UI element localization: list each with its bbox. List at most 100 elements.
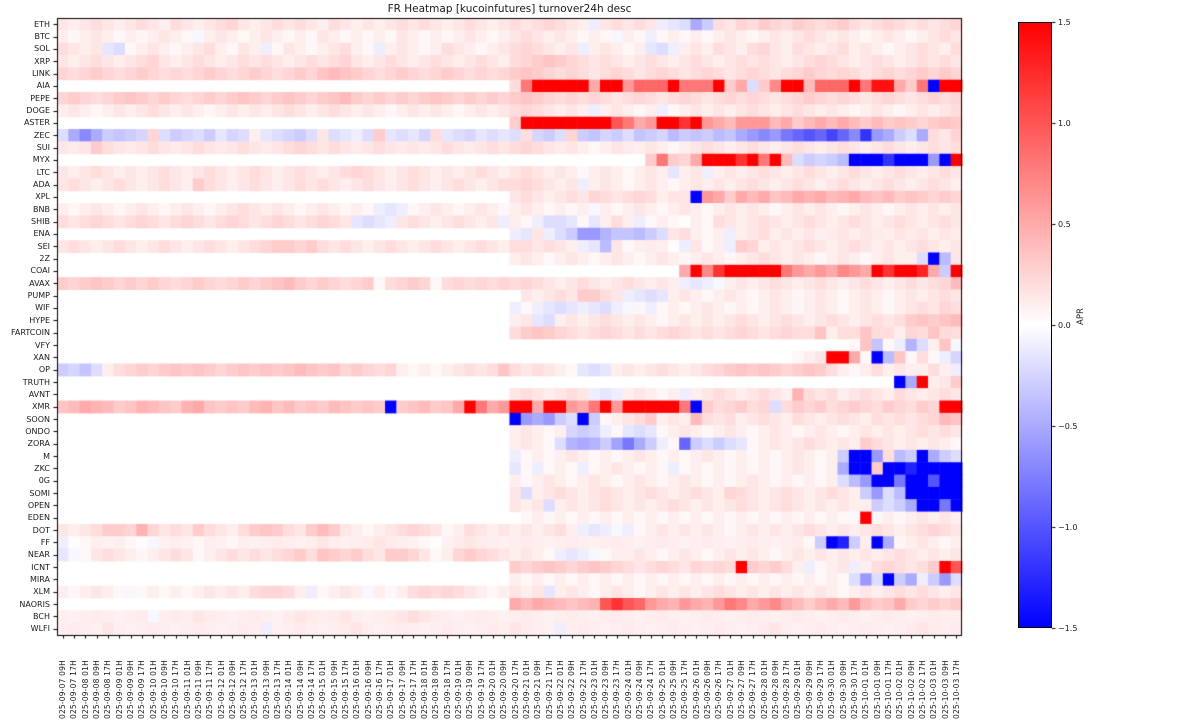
y-tick-label: SHIB (31, 217, 50, 227)
y-tick-label: M (43, 451, 50, 461)
x-tick-label: 2025-09-08 09H (92, 660, 102, 720)
x-tick-label: 2025-10-01 09H (872, 660, 882, 720)
x-tick-label: 2025-09-29 17H (816, 660, 826, 720)
y-tick-label: COAI (30, 266, 50, 276)
x-tick-label: 2025-09-23 17H (612, 660, 622, 720)
x-tick-label: 2025-10-03 01H (929, 660, 939, 720)
x-tick-label: 2025-09-08 17H (103, 660, 113, 720)
x-tick-label: 2025-09-22 01H (555, 660, 565, 720)
y-tick-label: AVAX (29, 278, 50, 288)
y-tick-label: ZKC (34, 463, 50, 473)
y-tick-label: ETH (34, 19, 50, 29)
x-tick-label: 2025-09-16 09H (363, 660, 373, 720)
colorbar-tick-label: 1.5 (1058, 17, 1071, 27)
x-tick-label: 2025-09-07 17H (69, 660, 79, 720)
y-tick-label: XPL (35, 192, 50, 202)
x-tick-label: 2025-09-14 09H (295, 660, 305, 720)
colorbar-label: APR (1076, 308, 1086, 325)
x-tick-label: 2025-09-25 01H (657, 660, 667, 720)
y-tick-label: ENA (33, 229, 50, 239)
y-tick-label: BCH (33, 611, 50, 621)
x-tick-label: 2025-09-14 17H (307, 660, 317, 720)
x-tick-label: 2025-09-26 17H (714, 660, 724, 720)
chart-title: FR Heatmap [kucoinfutures] turnover24h d… (387, 3, 632, 15)
x-tick-label: 2025-09-21 09H (533, 660, 543, 720)
y-tick-label: DOGE (26, 106, 50, 116)
y-tick-label: SOMI (29, 488, 50, 498)
x-tick-label: 2025-09-17 01H (386, 660, 396, 720)
colorbar-tick-label: −1.5 (1058, 623, 1078, 633)
y-tick-label: XAN (33, 352, 50, 362)
x-tick-label: 2025-09-30 17H (850, 660, 860, 720)
x-tick-label: 2025-09-09 17H (137, 660, 147, 720)
x-tick-label: 2025-09-16 01H (352, 660, 362, 720)
y-tick-label: XLM (33, 587, 50, 597)
x-tick-label: 2025-09-20 09H (499, 660, 509, 720)
colorbar-tick-label: 0.0 (1058, 320, 1071, 330)
x-tick-label: 2025-09-28 09H (770, 660, 780, 720)
x-tick-label: 2025-09-09 09H (126, 660, 136, 720)
x-tick-label: 2025-10-03 17H (951, 660, 961, 720)
x-tick-label: 2025-09-24 01H (623, 660, 633, 720)
y-tick-label: LINK (31, 69, 50, 79)
colorbar-tick-label: 1.0 (1058, 118, 1071, 128)
x-tick-label: 2025-09-15 09H (329, 660, 339, 720)
x-tick-label: 2025-09-25 17H (680, 660, 690, 720)
colorbar-tick-label: 0.5 (1058, 219, 1071, 229)
x-tick-label: 2025-09-20 01H (488, 660, 498, 720)
y-tick-label: MYX (32, 155, 50, 165)
y-tick-label: AIA (36, 81, 50, 91)
y-tick-label: OP (38, 365, 50, 375)
x-tick-label: 2025-09-27 01H (725, 660, 735, 720)
x-tick-label: 2025-09-10 09H (159, 660, 169, 720)
x-tick-label: 2025-09-24 17H (646, 660, 656, 720)
x-tick-label: 2025-09-13 09H (261, 660, 271, 720)
y-tick-label: FF (40, 537, 50, 547)
x-tick-label: 2025-09-19 01H (454, 660, 464, 720)
x-tick-label: 2025-09-23 09H (601, 660, 611, 720)
x-tick-label: 2025-09-08 01H (80, 660, 90, 720)
x-tick-label: 2025-09-22 09H (567, 660, 577, 720)
x-tick-label: 2025-09-26 09H (702, 660, 712, 720)
x-tick-label: 2025-10-01 01H (861, 660, 871, 720)
y-tick-label: DOT (32, 525, 50, 535)
x-tick-label: 2025-09-28 01H (759, 660, 769, 720)
x-tick-label: 2025-09-15 17H (340, 660, 350, 720)
x-tick-label: 2025-09-26 01H (691, 660, 701, 720)
x-tick-label: 2025-09-21 17H (544, 660, 554, 720)
y-tick-label: XRP (34, 56, 50, 66)
x-tick-label: 2025-09-11 01H (182, 660, 192, 720)
y-tick-label: WIF (35, 303, 50, 313)
y-tick-label: ICNT (31, 562, 50, 572)
x-tick-label: 2025-09-30 09H (838, 660, 848, 720)
x-tick-label: 2025-09-13 17H (273, 660, 283, 720)
x-tick-label: 2025-09-18 17H (442, 660, 452, 720)
x-tick-label: 2025-09-16 17H (374, 660, 384, 720)
y-tick-label: SOL (34, 44, 50, 54)
x-tick-label: 2025-09-29 09H (804, 660, 814, 720)
x-tick-label: 2025-09-13 01H (250, 660, 260, 720)
colorbar-tick-label: −1.0 (1058, 522, 1078, 532)
colorbar-tick-label: −0.5 (1058, 421, 1078, 431)
x-tick-label: 2025-09-15 01H (318, 660, 328, 720)
x-tick-label: 2025-09-12 01H (216, 660, 226, 720)
y-tick-label: ONDO (25, 426, 50, 436)
x-tick-label: 2025-09-19 17H (476, 660, 486, 720)
y-tick-label: PEPE (30, 93, 50, 103)
x-tick-label: 2025-09-12 17H (239, 660, 249, 720)
y-tick-label: SUI (36, 143, 50, 153)
x-tick-label: 2025-09-07 09H (58, 660, 68, 720)
y-tick-label: FARTCOIN (11, 328, 50, 338)
x-tick-label: 2025-09-24 09H (635, 660, 645, 720)
x-tick-label: 2025-09-21 01H (521, 660, 531, 720)
x-tick-label: 2025-09-18 01H (420, 660, 430, 720)
x-tick-label: 2025-10-03 09H (940, 660, 950, 720)
y-tick-label: VFY (35, 340, 50, 350)
x-tick-label: 2025-09-23 01H (589, 660, 599, 720)
x-tick-label: 2025-09-12 09H (227, 660, 237, 720)
x-tick-label: 2025-09-27 17H (748, 660, 758, 720)
x-tick-label: 2025-09-30 01H (827, 660, 837, 720)
y-tick-label: NEAR (27, 550, 50, 560)
y-tick-label: BTC (34, 32, 51, 41)
